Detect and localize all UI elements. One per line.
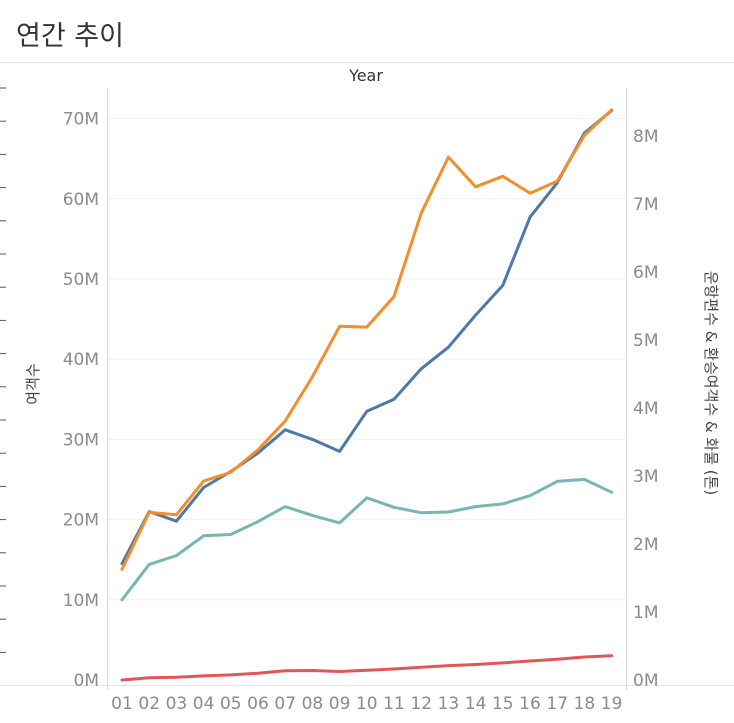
x-tick-label: 05 [220, 694, 242, 714]
x-tick-label: 11 [383, 694, 405, 714]
x-tick-label: 18 [574, 694, 596, 714]
left-tick-label: 30M [63, 430, 99, 450]
right-tick-label: 4M [633, 399, 658, 419]
left-tick-label: 10M [63, 591, 99, 611]
left-axis-title: 여객수 [24, 363, 42, 404]
left-tick-label: 0M [74, 671, 99, 691]
left-axis-ticks: 0M 10M 20M 30M 40M 50M 60M 70M [63, 110, 99, 691]
x-tick-label: 16 [519, 694, 541, 714]
right-tick-label: 3M [633, 467, 658, 487]
gridlines [108, 118, 626, 601]
left-tick-label: 40M [63, 350, 99, 370]
right-tick-label: 2M [633, 535, 658, 555]
x-tick-label: 06 [247, 694, 269, 714]
right-tick-label: 0M [633, 671, 658, 691]
left-tick-label: 50M [63, 270, 99, 290]
x-tick-label: 01 [111, 694, 133, 714]
right-tick-label: 5M [633, 331, 658, 351]
right-tick-label: 7M [633, 195, 658, 215]
x-axis-header: Year [348, 66, 383, 85]
x-tick-label: 02 [138, 694, 160, 714]
x-tick-label: 10 [356, 694, 378, 714]
left-tick-label: 20M [63, 511, 99, 531]
right-tick-label: 8M [633, 127, 658, 147]
x-tick-label: 13 [438, 694, 460, 714]
row-tick-marks [0, 87, 6, 653]
right-tick-label: 1M [633, 603, 658, 623]
x-tick-label: 09 [329, 694, 351, 714]
blue-series-line[interactable] [120, 109, 614, 566]
x-axis-ticks: 01 02 03 04 05 06 07 08 09 10 11 12 13 14 15 16 17 18 19 [111, 694, 622, 714]
x-tick-label: 08 [302, 694, 324, 714]
page-title: 연간 추이 [16, 21, 124, 52]
orange-series-line[interactable] [120, 108, 614, 571]
x-tick-label: 04 [193, 694, 215, 714]
left-tick-label: 70M [63, 110, 99, 130]
x-tick-label: 15 [492, 694, 514, 714]
left-tick-label: 60M [63, 190, 99, 210]
x-tick-label: 17 [546, 694, 568, 714]
x-tick-label: 19 [601, 694, 623, 714]
teal-series-line[interactable] [120, 477, 614, 602]
right-tick-label: 6M [633, 263, 658, 283]
x-tick-label: 03 [166, 694, 188, 714]
x-tick-label: 14 [465, 694, 487, 714]
series-lines[interactable] [120, 108, 614, 682]
x-tick-label: 12 [410, 694, 432, 714]
header-divider [0, 62, 734, 63]
right-axis-title: 운항편수 & 환승여객수 & 화물 (톤) [702, 271, 720, 496]
red-series-line[interactable] [120, 654, 614, 682]
right-axis-ticks: 0M 1M 2M 3M 4M 5M 6M 7M 8M [633, 127, 658, 691]
x-tick-label: 07 [274, 694, 296, 714]
